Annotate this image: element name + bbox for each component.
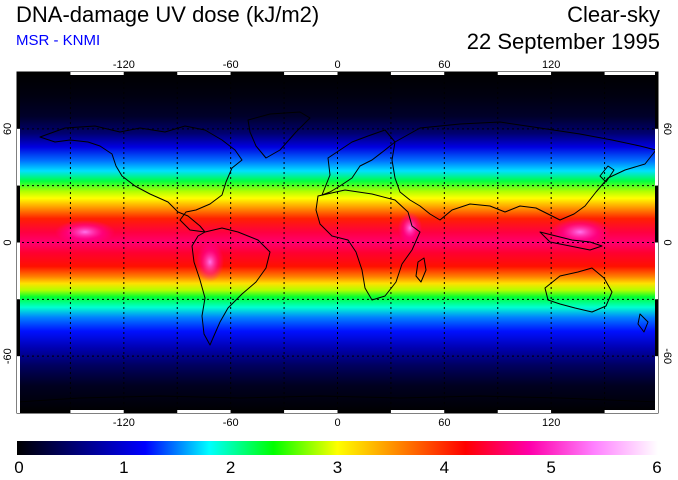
pacific-hotspot bbox=[55, 220, 115, 244]
frame-band-left bbox=[17, 299, 20, 357]
lat-label-left: -60 bbox=[2, 348, 14, 364]
indonesia-coast bbox=[539, 231, 603, 251]
frame-ticks bbox=[17, 72, 658, 413]
colorbar-tick-label: 6 bbox=[652, 458, 662, 477]
lon-label-top: 120 bbox=[542, 59, 560, 71]
lat-label-right: 0 bbox=[661, 239, 673, 245]
frame-band-top bbox=[70, 72, 124, 75]
frame-band-top bbox=[230, 72, 285, 75]
frame-band-bottom bbox=[604, 410, 658, 413]
frame-band-right bbox=[655, 128, 658, 186]
colorbar-tick-label: 5 bbox=[546, 458, 556, 477]
frame-band-right bbox=[655, 185, 658, 243]
frame-band-bottom bbox=[337, 410, 391, 413]
frame-band-left bbox=[17, 185, 20, 243]
madagascar-coast bbox=[415, 257, 427, 283]
lon-label-bottom: 60 bbox=[438, 417, 450, 429]
map-title: DNA-damage UV dose (kJ/m2) bbox=[16, 2, 320, 27]
frame-band-bottom bbox=[497, 410, 552, 413]
south-america-coast bbox=[191, 227, 271, 346]
frame-band-bottom bbox=[70, 410, 124, 413]
frame-band-bottom bbox=[444, 410, 498, 413]
frame-band-right bbox=[655, 356, 658, 413]
antarctica-coast bbox=[17, 395, 658, 403]
indonesia-hotspot bbox=[550, 218, 610, 246]
colorbar-tick-label: 0 bbox=[14, 458, 24, 477]
frame-band-top bbox=[17, 72, 71, 75]
lon-label-bottom: -120 bbox=[113, 417, 135, 429]
frame-band-top bbox=[284, 72, 338, 75]
frame-band-bottom bbox=[284, 410, 338, 413]
colorbar-tick-label: 4 bbox=[439, 458, 450, 477]
new-zealand-coast bbox=[637, 313, 649, 333]
colorbar-tick-label: 3 bbox=[332, 458, 343, 477]
frame-band-right bbox=[655, 299, 658, 357]
frame-band-top bbox=[604, 72, 658, 75]
lat-label-left: 60 bbox=[2, 123, 14, 135]
frame-band-bottom bbox=[17, 410, 71, 413]
frame-band-left bbox=[17, 242, 20, 300]
data-source: MSR - KNMI bbox=[16, 32, 101, 49]
andes-hotspot bbox=[196, 242, 224, 282]
frame-band-bottom bbox=[390, 410, 445, 413]
lon-label-bottom: -60 bbox=[223, 417, 239, 429]
greenland-coast bbox=[247, 111, 311, 159]
map-date: 22 September 1995 bbox=[466, 29, 660, 54]
frame-band-top bbox=[444, 72, 498, 75]
lat-label-right: -60 bbox=[661, 348, 673, 364]
frame-band-top bbox=[177, 72, 231, 75]
lon-label-top: 60 bbox=[438, 59, 450, 71]
frame-band-top bbox=[390, 72, 445, 75]
axis-labels: -120 -120 -60 -60 0 0 60 60 120 120 60 60 0 0 -60 -60 bbox=[2, 59, 673, 429]
lat-label-left: 0 bbox=[2, 239, 14, 245]
frame-band-left bbox=[17, 128, 20, 186]
frame-band-right bbox=[655, 72, 658, 129]
frame-band-top bbox=[123, 72, 178, 75]
frame-band-left bbox=[17, 356, 20, 413]
colorbar-tick-label: 1 bbox=[119, 458, 129, 477]
lon-label-top: 0 bbox=[334, 59, 340, 71]
frame-band-top bbox=[337, 72, 391, 75]
colorbar-tick-label: 2 bbox=[225, 458, 236, 477]
sky-condition: Clear-sky bbox=[567, 2, 660, 27]
frame-band-bottom bbox=[177, 410, 231, 413]
frame-band-right bbox=[655, 242, 658, 300]
frame-band-left bbox=[17, 72, 20, 129]
lon-label-top: -120 bbox=[113, 59, 135, 71]
lat-label-right: 60 bbox=[661, 123, 673, 135]
lon-label-top: -60 bbox=[223, 59, 239, 71]
frame-band-top bbox=[551, 72, 605, 75]
frame-band-bottom bbox=[230, 410, 285, 413]
colorbar bbox=[17, 441, 658, 455]
lon-label-bottom: 120 bbox=[542, 417, 560, 429]
north-america-coast bbox=[39, 125, 243, 233]
east-africa-hotspot bbox=[398, 212, 422, 244]
lon-label-bottom: 0 bbox=[334, 417, 340, 429]
asia-coast bbox=[391, 121, 657, 221]
frame-band-top bbox=[497, 72, 552, 75]
japan-coast bbox=[599, 165, 615, 183]
graticule bbox=[17, 72, 658, 413]
frame-band-bottom bbox=[551, 410, 605, 413]
colorbar-ramp bbox=[17, 441, 658, 455]
frame-band-bottom bbox=[123, 410, 178, 413]
